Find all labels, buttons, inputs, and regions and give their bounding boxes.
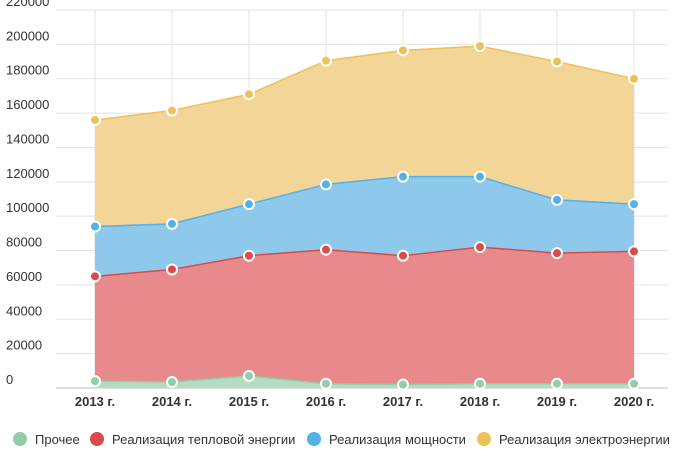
series-lines [94,45,635,386]
legend-label: Реализация тепловой энергии [112,432,295,447]
data-point[interactable] [474,241,486,254]
data-point[interactable] [628,198,640,211]
y-tick-label: 140000 [6,131,49,146]
data-point[interactable] [320,178,332,191]
data-point[interactable] [397,249,409,262]
series-line-1 [94,246,635,278]
y-tick-label: 60000 [6,269,42,284]
data-point[interactable] [320,243,332,256]
y-axis: 0 20000 40000 60000 80000 100000 120000 140000 1… [6,0,49,387]
legend-marker [307,432,321,446]
data-point[interactable] [551,377,563,390]
y-tick-label: 40000 [6,303,42,318]
series-line-2 [94,175,635,228]
x-axis: 2013 г. 2014 г. 2015 г. 2016 г. 2017 г. 2018 … [75,394,654,409]
data-point[interactable] [166,217,178,230]
legend-marker [477,432,491,446]
y-tick-label: 0 [6,372,13,387]
data-point[interactable] [628,72,640,85]
area-layer [95,46,634,388]
data-point[interactable] [551,247,563,260]
legend-label: Реализация электроэнергии [499,432,670,447]
x-tick-label: 2020 г. [614,394,654,409]
y-tick-label: 120000 [6,166,49,181]
data-point[interactable] [474,40,486,53]
data-point[interactable] [320,377,332,390]
area-1 [95,247,634,385]
data-point[interactable] [397,378,409,391]
y-tick-label: 220000 [6,0,49,9]
area-3 [95,46,634,227]
legend: Прочее Реализация тепловой энергии Реализа… [13,432,670,447]
data-point[interactable] [474,170,486,183]
x-tick-label: 2014 г. [152,394,192,409]
data-point[interactable] [628,377,640,390]
x-tick-label: 2015 г. [229,394,269,409]
x-tick-label: 2018 г. [460,394,500,409]
area-2 [95,176,634,277]
data-point[interactable] [320,54,332,67]
data-point[interactable] [397,170,409,183]
data-point[interactable] [551,55,563,68]
data-point[interactable] [89,113,101,126]
data-points [89,40,640,391]
x-tick-label: 2019 г. [537,394,577,409]
x-tick-label: 2017 г. [383,394,423,409]
series-line-3 [94,45,635,121]
legend-label: Реализация мощности [329,432,466,447]
data-point[interactable] [89,375,101,388]
area-0 [95,375,634,388]
data-point[interactable] [166,263,178,276]
y-tick-label: 20000 [6,338,42,353]
data-point[interactable] [243,88,255,101]
data-point[interactable] [243,369,255,382]
data-point[interactable] [628,245,640,258]
x-tick-label: 2013 г. [75,394,115,409]
data-point[interactable] [166,375,178,388]
data-point[interactable] [551,193,563,206]
series-line-0 [94,375,634,386]
y-tick-label: 100000 [6,200,49,215]
legend-marker [13,432,27,446]
data-point[interactable] [243,198,255,211]
data-point[interactable] [474,377,486,390]
y-tick-label: 180000 [6,63,49,78]
x-tick-label: 2016 г. [306,394,346,409]
legend-marker [90,432,104,446]
y-tick-label: 200000 [6,28,49,43]
data-point[interactable] [243,249,255,262]
data-point[interactable] [89,220,101,233]
legend-label: Прочее [35,432,80,447]
y-tick-label: 160000 [6,97,49,112]
data-point[interactable] [89,270,101,283]
y-tick-label: 80000 [6,235,42,250]
data-point[interactable] [397,44,409,57]
data-point[interactable] [166,104,178,117]
